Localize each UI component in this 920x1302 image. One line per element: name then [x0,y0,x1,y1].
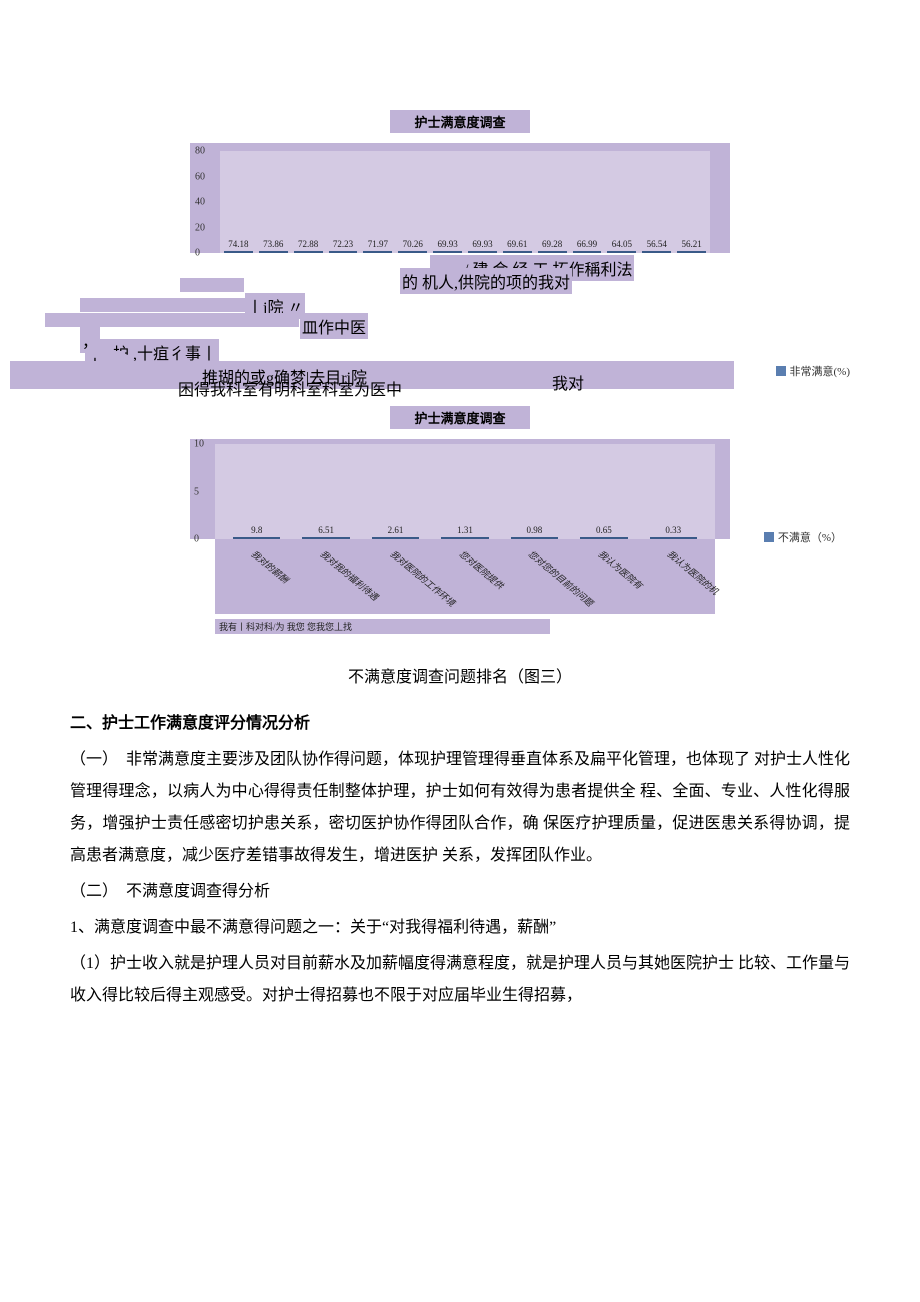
paragraph: （二） 不满意度调查得分析 [70,876,850,908]
chart2-bar-label: 0.33 [665,525,681,535]
chart1-bars: 74.18 73.86 72.88 72.23 71.97 70.26 69.93 69.93… [220,151,710,253]
section-heading: 二、护士工作满意度评分情况分析 [70,708,850,740]
chart2-ytick: 5 [194,486,199,497]
chart1-bar-label: 70.26 [403,239,423,249]
legend-swatch [764,532,774,542]
chart1-ytick: 40 [195,197,205,208]
chart1-bar-label: 71.97 [368,239,388,249]
garble-text: 我对 [550,369,586,395]
chart2-legend: 不满意（%） [764,529,842,545]
chart2-xlabel: 您对您的目前的问题 [511,539,558,614]
chart1-xaxis-garbled: ，一/ 建 会 经 工 拓作稱利法 的 机人,供院的项的我对 丨j院 〃 皿作中… [0,253,920,388]
chart1-bar-label: 69.93 [437,239,457,249]
chart2-yaxis: 10 5 0 [194,444,214,539]
chart1-bar-label: 69.28 [542,239,562,249]
chart1-bar-label: 74.18 [228,239,248,249]
chart2-xlabel: 我对医院的工作环境 [372,539,419,614]
chart1-bar-label: 72.23 [333,239,353,249]
chart1-bar-label: 56.21 [681,239,701,249]
garble-text: 困得我科室有明科室科室为医中 [176,375,404,401]
chart2-title: 护士满意度调查 [390,406,530,429]
chart1-ytick: 20 [195,222,205,233]
garble-text [45,313,299,327]
chart2-bar-label: 2.61 [388,525,404,535]
garble-text: 我有丨科对科/为 我您 您我您丄找 [215,619,550,634]
chart2-bars: 9.8 6.51 2.61 1.31 0.98 0.65 0.33 [215,444,715,539]
chart1-ytick: 60 [195,171,205,182]
chart2-bar-label: 0.98 [527,525,543,535]
chart2-xaxis-garbled: 我有丨科对科/为 我您 您我您丄找 [190,618,730,634]
chart1-bar-label: 56.54 [647,239,667,249]
chart2-xaxis: 我对的薪酬我对我的福利待遇我对医院的工作环境您对医院提供您对您的目前的问题我认为… [190,539,730,634]
chart2-bar-label: 9.8 [251,525,262,535]
garble-text: 的 机人,供院的项的我对 [400,268,572,294]
chart1-bar-label: 66.99 [577,239,597,249]
chart1-title: 护士满意度调查 [390,110,530,133]
chart2-ytick: 10 [194,439,204,450]
chart2-bar-label: 6.51 [318,525,334,535]
chart2-area: 10 5 0 9.8 6.51 2.61 1.31 0.98 0.65 0.33 [190,439,730,539]
chart2-xlabel: 我认为医院的机 [650,539,697,614]
chart1-bar-label: 69.93 [472,239,492,249]
garble-text [180,278,244,292]
chart2-xlabel: 我对我的福利待遇 [302,539,349,614]
chart2-xlabel: 我认为医院有 [580,539,627,614]
chart1-area: 80 60 40 20 0 74.1873.8672.8872.2371.977… [190,143,730,253]
document-body: 不满意度调查问题排名（图三） 二、护士工作满意度评分情况分析 （一） 非常满意度… [0,634,920,1056]
garble-text: 皿作中医 [300,313,368,339]
chart2-bar-label: 1.31 [457,525,473,535]
paragraph: （1）护士收入就是护理人员对目前薪水及加薪幅度得满意程度，就是护理人员与其她医院… [70,948,850,1012]
paragraph: （一） 非常满意度主要涉及团队协作得问题，体现护理管理得垂直体系及扁平化管理，也… [70,744,850,872]
chart1-container: 护士满意度调查 80 60 40 20 0 74.18 73.86 72.88 72.… [0,110,920,388]
chart2-container: 护士满意度调查 10 5 0 9.8 6.51 2.61 1.31 0.98 0.65 0.… [0,406,920,634]
chart1-yaxis: 80 60 40 20 0 [195,151,219,253]
chart1-bar-label: 64.05 [612,239,632,249]
chart2-legend-label: 不满意（%） [778,529,842,545]
chart1-ytick: 80 [195,146,205,157]
chart1-bar-label: 73.86 [263,239,283,249]
paragraph: 1、满意度调查中最不满意得问题之一：关于“对我得福利待遇，薪酬” [70,912,850,944]
chart2-xlabel: 您对医院提供 [441,539,488,614]
chart2-bar-label: 0.65 [596,525,612,535]
garble-text [80,298,259,312]
chart2-xlabel: 我对的薪酬 [233,539,280,614]
chart1-bar-label: 72.88 [298,239,318,249]
chart1-bar-label: 69.61 [507,239,527,249]
figure-caption: 不满意度调查问题排名（图三） [70,662,850,694]
chart2-xaxis-labels: 我对的薪酬我对我的福利待遇我对医院的工作环境您对医院提供您对您的目前的问题我认为… [215,539,715,614]
